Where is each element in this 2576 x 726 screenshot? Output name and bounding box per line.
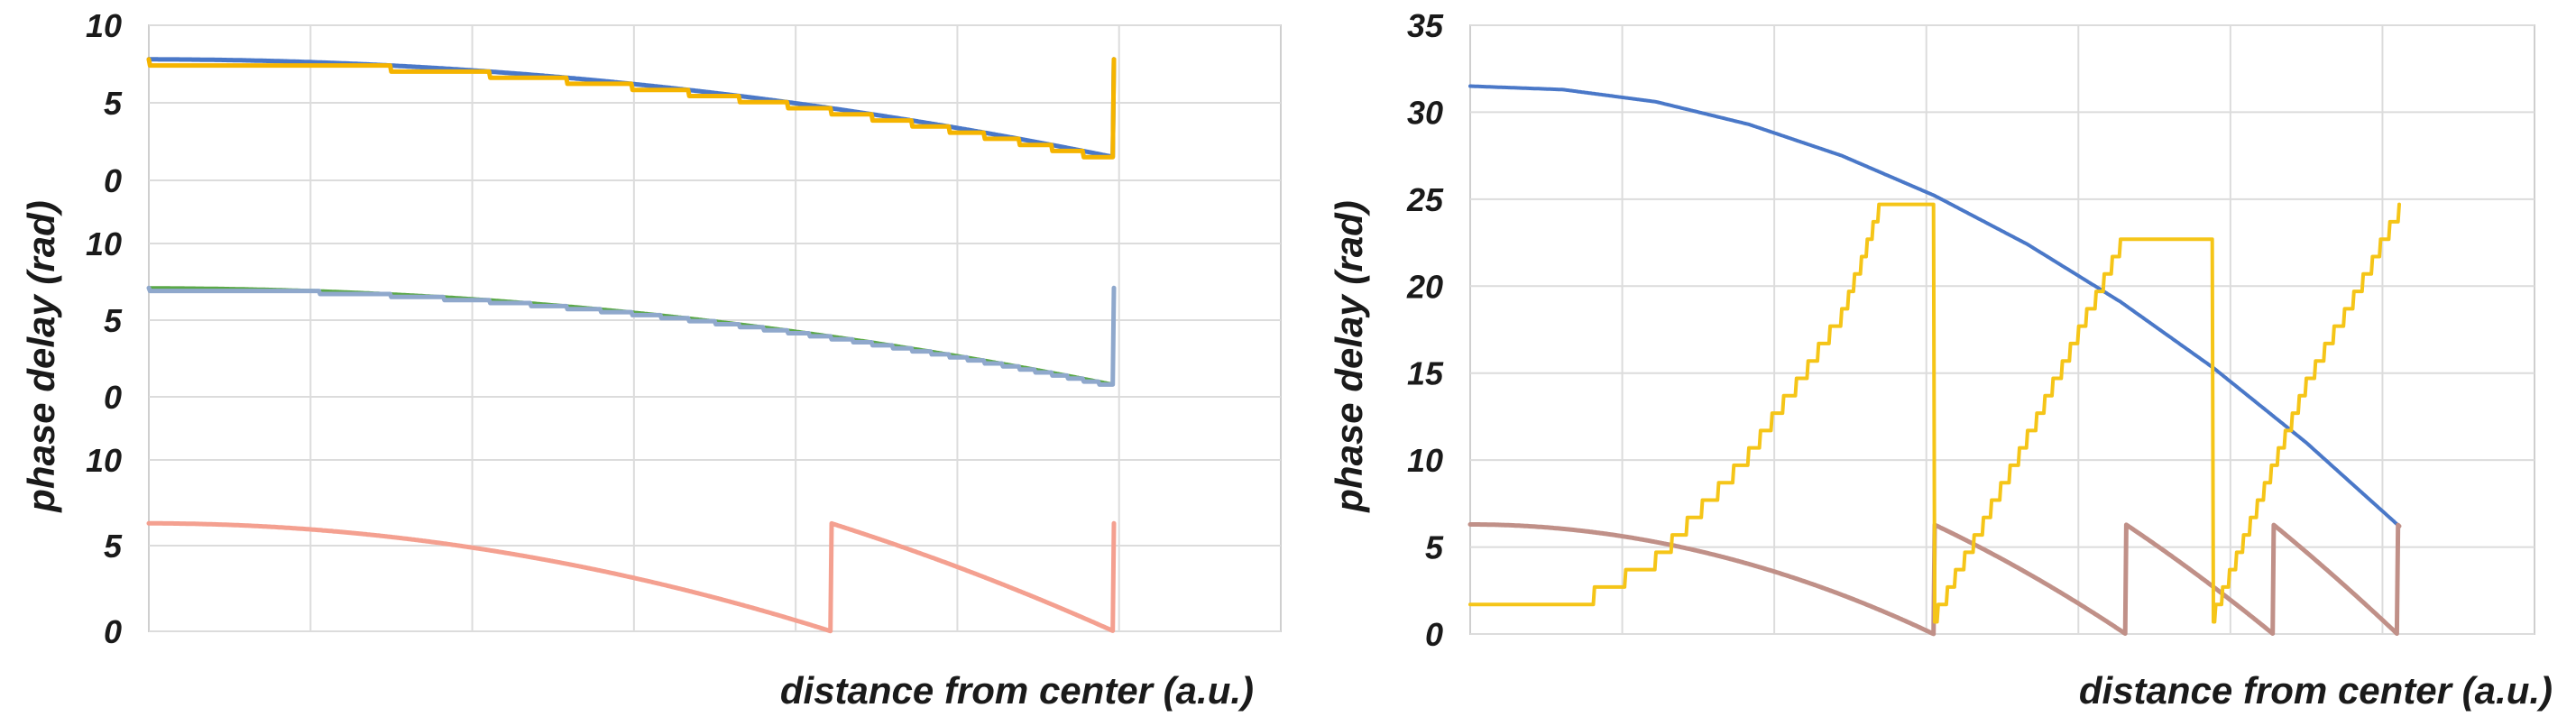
right-ytick-label: 15 <box>1407 355 1444 392</box>
left-subplot-2-series-1 <box>147 286 1116 387</box>
right-ytick-label: 5 <box>1425 529 1444 566</box>
left-series <box>146 57 1117 634</box>
left-ytick-label: 5 <box>104 528 123 565</box>
right-grid <box>1469 24 2535 635</box>
left-y-ticks: 0 5 10 0 5 10 0 5 10 <box>86 7 123 650</box>
right-series-3 <box>1468 202 2401 624</box>
left-ytick-label: 5 <box>104 302 123 339</box>
left-panel: 0 5 10 0 5 10 0 5 10 phase delay (rad) distance … <box>20 7 1282 712</box>
right-ylabel: phase delay (rad) <box>1328 200 1370 512</box>
right-ytick-label: 0 <box>1425 616 1443 653</box>
left-ytick-label: 5 <box>104 85 123 122</box>
left-ytick-label: 0 <box>104 379 122 416</box>
left-subplot-3-series-1 <box>146 520 1117 634</box>
right-ytick-label: 10 <box>1407 442 1443 479</box>
left-ytick-label: 10 <box>86 225 122 262</box>
right-ytick-label: 25 <box>1406 181 1444 218</box>
right-ytick-label: 30 <box>1407 94 1443 131</box>
right-ytick-label: 35 <box>1407 7 1444 44</box>
right-ytick-label: 20 <box>1406 268 1443 305</box>
left-ytick-label: 0 <box>104 613 122 650</box>
left-ytick-label: 0 <box>104 162 122 199</box>
right-series <box>1467 84 2402 637</box>
right-y-ticks: 0 5 10 15 20 25 30 35 <box>1406 7 1444 653</box>
left-ytick-label: 10 <box>86 442 122 479</box>
left-ytick-label: 10 <box>86 7 122 44</box>
left-subplot-1-series-1 <box>146 57 1117 160</box>
left-subplot-2-series-2 <box>146 285 1117 387</box>
left-xlabel: distance from center (a.u.) <box>780 669 1254 712</box>
right-panel: 0 5 10 15 20 25 30 35 phase delay (rad) distanc… <box>1328 7 2553 712</box>
right-xlabel: distance from center (a.u.) <box>2079 669 2553 712</box>
left-subplot-1-series-2 <box>146 57 1117 160</box>
right-plot-frame <box>1469 24 2535 635</box>
right-series-1 <box>1468 84 2401 528</box>
left-ylabel: phase delay (rad) <box>20 200 62 512</box>
